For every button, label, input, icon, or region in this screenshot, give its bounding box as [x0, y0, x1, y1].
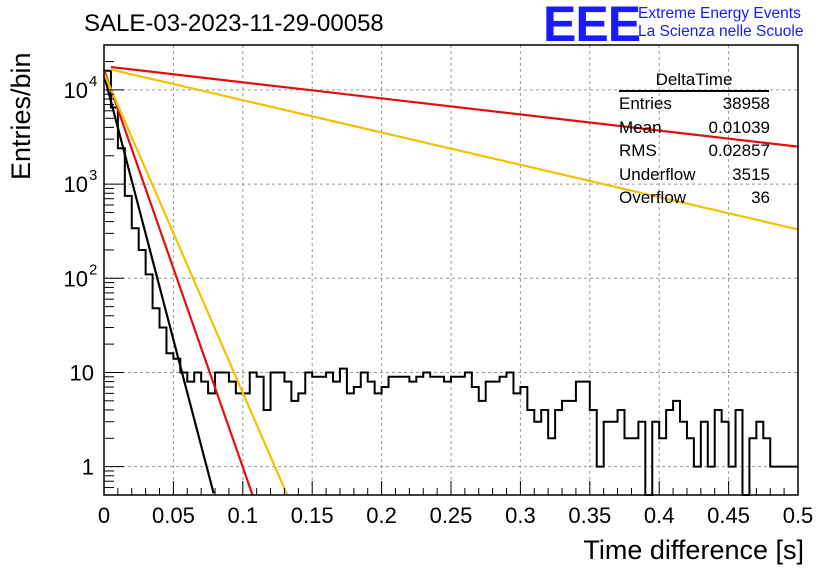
logo-line-1: Extreme Energy Events — [638, 5, 801, 22]
y-axis-label-wrap: Entries/bin — [6, 44, 38, 184]
fit-line-0 — [102, 74, 215, 494]
stats-value: 36 — [751, 188, 770, 207]
stats-row: Underflow 3515 — [610, 163, 778, 187]
stats-value: 38958 — [722, 94, 770, 113]
stats-label: Overflow — [619, 188, 687, 207]
y-tick-label: 10 — [64, 266, 88, 291]
stats-value: 0.01039 — [708, 117, 770, 137]
x-tick-label: 0.1 — [228, 503, 259, 528]
x-tick-label: 0.15 — [291, 503, 334, 528]
y-tick-exponent: 3 — [89, 167, 97, 184]
stats-value: 0.02857 — [708, 141, 770, 160]
stats-title: DeltaTime — [619, 70, 769, 92]
chart-title: SALE-03-2023-11-29-00058 — [84, 10, 384, 37]
stats-row: RMS 0.02857 — [610, 139, 778, 163]
stats-row: Entries 38958 — [610, 92, 778, 116]
fit-line-2 — [102, 72, 289, 496]
fit-line-4 — [110, 68, 799, 231]
x-tick-label: 0.5 — [783, 503, 814, 528]
x-tick-label: 0.35 — [568, 503, 611, 528]
stats-rows: Entries 38958 Mean 0.01039 RMS 0.02857 Underfl… — [610, 92, 778, 210]
y-tick-label: 10 — [64, 172, 88, 197]
logo-line-2: La Scienza nelle Scuole — [638, 23, 804, 40]
stats-label: RMS — [619, 141, 657, 160]
y-tick-label: 10 — [70, 360, 94, 385]
x-tick-label: 0.2 — [366, 503, 397, 528]
y-axis-label: Entries/bin — [6, 52, 36, 180]
eee-logo: EEE — [543, 0, 641, 52]
fit-lines — [102, 65, 799, 496]
histogram — [104, 69, 798, 496]
y-tick-label: 10 — [64, 78, 88, 103]
stats-box: DeltaTime Entries 38958 Mean 0.01039 RMS 0.02… — [610, 70, 778, 210]
fit-line-3 — [110, 65, 799, 148]
stats-row: Mean 0.01039 — [610, 116, 778, 140]
logo-caption: Extreme Energy Events La Scienza nelle S… — [638, 5, 803, 41]
x-tick-label: 0.25 — [430, 503, 473, 528]
x-tick-label: 0.3 — [505, 503, 536, 528]
x-tick-label: 0.4 — [644, 503, 675, 528]
histogram-steps — [104, 69, 798, 496]
x-axis-label: Time difference [s] — [583, 535, 804, 565]
x-tick-label: 0.45 — [707, 503, 750, 528]
x-tick-label: 0 — [98, 503, 110, 528]
y-tick-label: 1 — [82, 455, 94, 480]
axis-ticks: 0 0.05 0.1 0.15 0.2 0.25 0.3 0.35 0.4 0.45 0.5 1 10 1… — [64, 44, 814, 528]
y-tick-exponent: 4 — [89, 73, 97, 90]
stats-row: Overflow 36 — [610, 186, 778, 210]
stats-value: 3515 — [732, 164, 770, 184]
x-tick-label: 0.05 — [152, 503, 195, 528]
fit-line-1 — [102, 69, 254, 496]
stats-label: Entries — [619, 94, 672, 113]
y-tick-exponent: 2 — [89, 261, 97, 278]
stats-label: Mean — [619, 117, 662, 137]
stats-label: Underflow — [619, 164, 696, 184]
